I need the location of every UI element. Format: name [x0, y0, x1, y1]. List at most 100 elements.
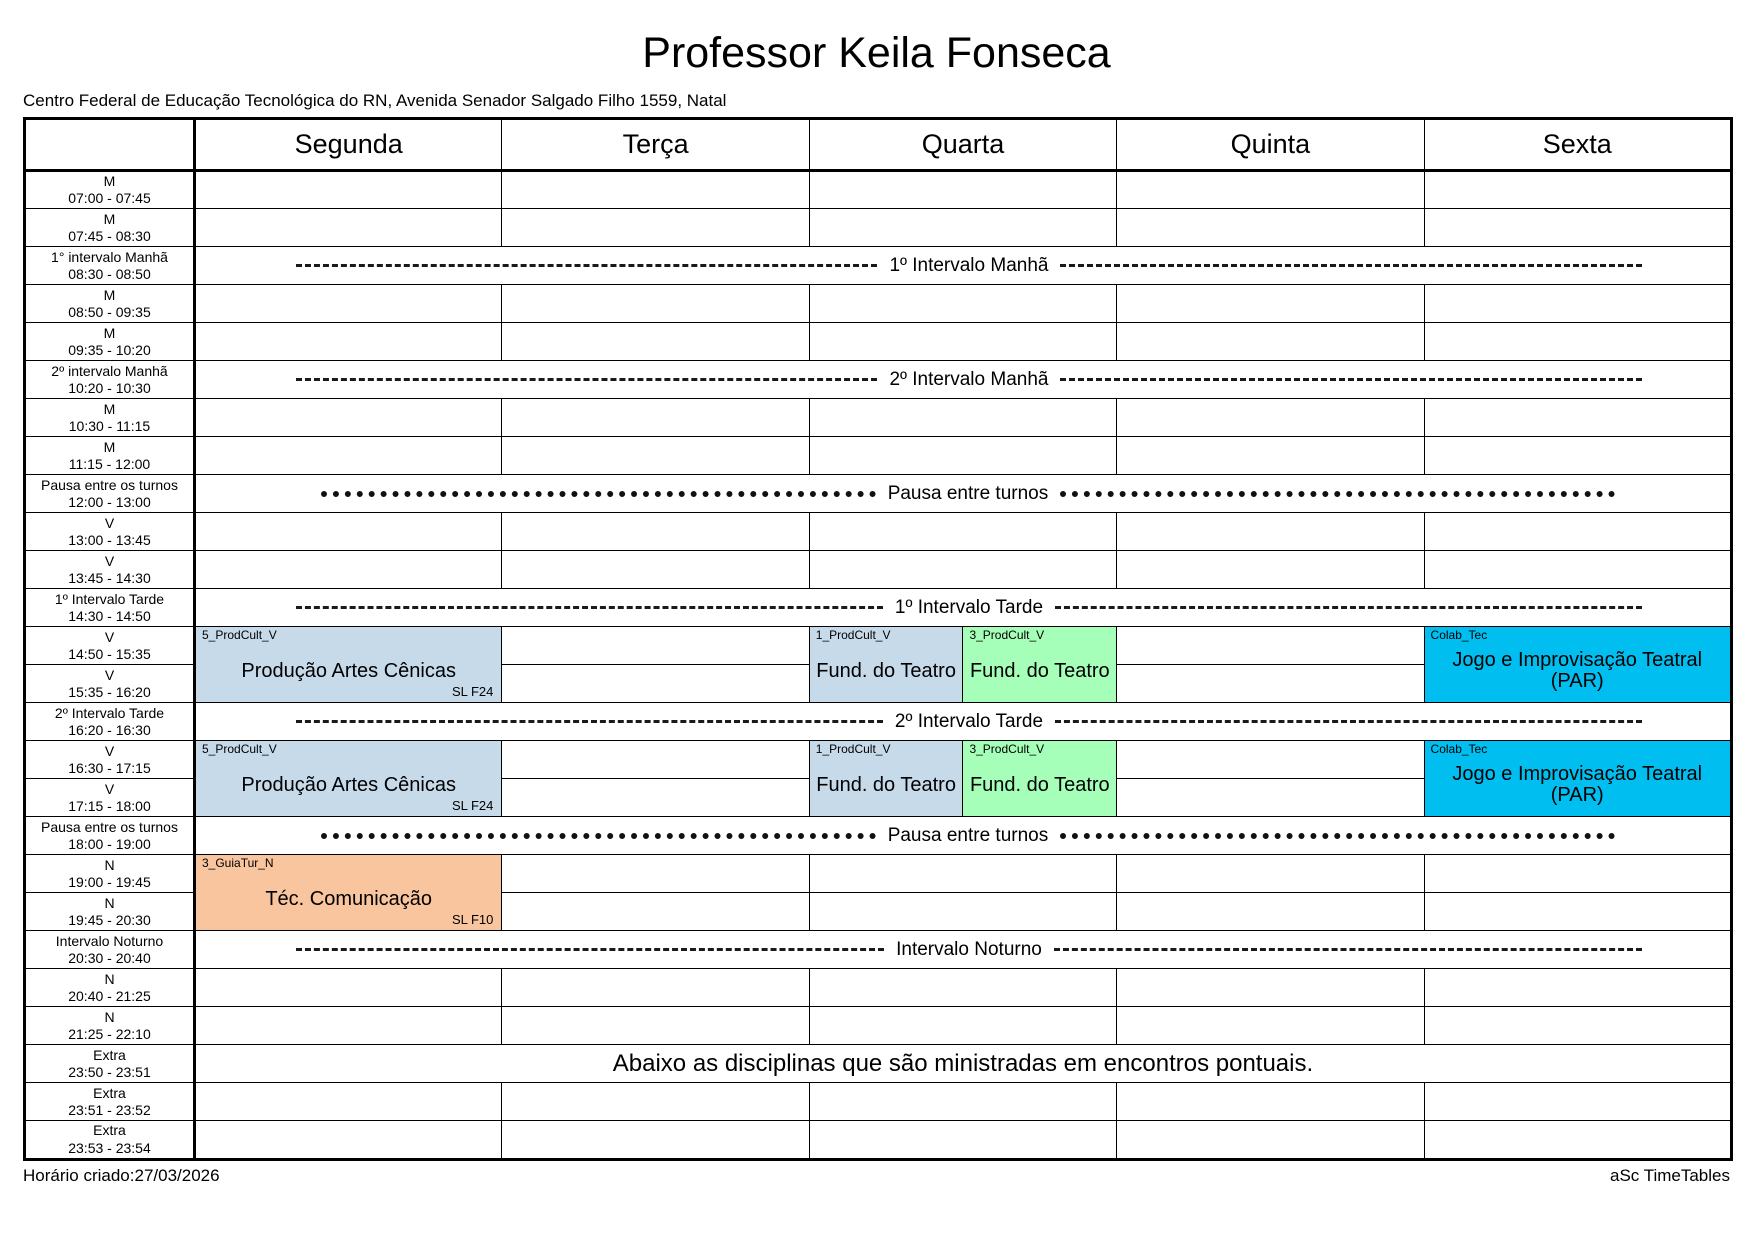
empty-cell	[1116, 778, 1425, 818]
empty-cell	[501, 1120, 810, 1160]
empty-cell	[501, 550, 810, 590]
table-row: Extra 23:51 - 23:52	[24, 1082, 1732, 1122]
empty-cell	[1116, 550, 1425, 590]
interval-leader-right	[1060, 490, 1615, 497]
lesson-cell: Colab_Tec Jogo e Improvisação Teatral (PA…	[1423, 740, 1732, 818]
empty-cell	[808, 170, 1118, 210]
time-slot-range: 14:30 - 14:50	[68, 607, 151, 624]
time-slot-period: 1° intervalo Manhã	[51, 248, 168, 265]
time-slot-range: 17:15 - 18:00	[68, 797, 151, 814]
interval-band-label: 2º Intervalo Tarde	[894, 710, 1044, 732]
interval-leader-left	[321, 490, 876, 497]
empty-cell	[193, 436, 503, 476]
empty-cell	[1423, 550, 1732, 590]
lesson-subject: Fund. do Teatro	[969, 773, 1110, 796]
interval-leader-right	[1060, 264, 1642, 268]
empty-cell	[1116, 170, 1425, 210]
time-slot-label: 2º Intervalo Tarde 16:20 - 16:30	[24, 702, 196, 742]
empty-cell	[808, 512, 1118, 552]
time-slot-period: Pausa entre os turnos	[41, 818, 178, 835]
time-slot-range: 08:50 - 09:35	[68, 303, 151, 320]
day-header-quinta: Quinta	[1116, 118, 1425, 173]
interval-band: Intervalo Noturno	[194, 930, 1732, 970]
empty-cell	[808, 284, 1118, 324]
table-row: V 13:00 - 13:45	[24, 512, 1732, 552]
day-header-quarta: Quarta	[808, 118, 1118, 173]
lesson-subject: Jogo e Improvisação Teatral (PAR)	[1452, 648, 1703, 693]
time-slot-range: 08:30 - 08:50	[68, 265, 151, 282]
time-slot-period: M	[103, 324, 116, 341]
lesson-group-tag: 3_ProdCult_V	[969, 628, 1045, 643]
empty-cell	[193, 398, 503, 438]
empty-cell	[1116, 512, 1425, 552]
time-slot-label: V 16:30 - 17:15	[24, 740, 196, 780]
lesson-subject: Téc. Comunicação	[265, 887, 433, 910]
empty-cell	[501, 436, 810, 476]
page-subtitle: Centro Federal de Educação Tecnológica d…	[23, 91, 727, 111]
interval-band-line: 1º Intervalo Manhã	[196, 255, 1730, 277]
empty-cell	[1423, 208, 1732, 248]
empty-cell	[501, 778, 810, 818]
day-header-sexta: Sexta	[1423, 118, 1732, 173]
footer-brand: aSc TimeTables	[1610, 1165, 1730, 1185]
interval-band: 1º Intervalo Tarde	[194, 588, 1732, 628]
table-row: M 07:00 - 07:45	[24, 170, 1732, 210]
time-slot-period: Intervalo Noturno	[55, 932, 164, 949]
empty-cell	[501, 740, 810, 780]
time-slot-range: 13:45 - 14:30	[68, 569, 151, 586]
table-row: Pausa entre os turnos 18:00 - 19:00 Pausa …	[24, 816, 1732, 856]
table-row: Intervalo Noturno 20:30 - 20:40 Intervalo …	[24, 930, 1732, 970]
time-slot-range: 23:53 - 23:54	[68, 1139, 151, 1156]
table-row: V 13:45 - 14:30	[24, 550, 1732, 590]
day-header-segunda: Segunda	[193, 118, 503, 173]
empty-cell	[501, 284, 810, 324]
lesson-group-tag: 1_ProdCult_V	[815, 628, 891, 643]
table-row: N 20:40 - 21:25	[24, 968, 1732, 1008]
time-slot-label: Pausa entre os turnos 18:00 - 19:00	[24, 816, 196, 856]
time-slot-period: M	[103, 210, 116, 227]
interval-band: 1º Intervalo Manhã	[194, 246, 1732, 286]
time-slot-range: 07:00 - 07:45	[68, 190, 151, 207]
table-row: Extra 23:53 - 23:54	[24, 1120, 1732, 1160]
empty-cell	[193, 1082, 503, 1122]
table-row: N 19:00 - 19:45 3_GuiaTur_N Téc. Comunicaçã…	[24, 854, 1732, 932]
interval-band-line: 1º Intervalo Tarde	[196, 597, 1730, 619]
note-row: Abaixo as disciplinas que são ministrada…	[194, 1044, 1732, 1084]
interval-leader-left	[321, 832, 876, 839]
footer: Horário criado:27/03/2026 aSc TimeTables	[23, 1166, 1730, 1186]
lesson-subject: Fund. do Teatro	[816, 659, 956, 682]
interval-leader-right	[1060, 832, 1615, 839]
time-slot-period: 2º Intervalo Tarde	[54, 704, 165, 721]
lesson-group-tag: Colab_Tec	[1430, 742, 1488, 757]
lesson-cell: 1_ProdCult_V Fund. do Teatro	[808, 740, 964, 818]
interval-band: Pausa entre turnos	[194, 816, 1732, 856]
table-row: V 17:15 - 18:00	[24, 778, 1732, 818]
time-slot-label: 1º Intervalo Tarde 14:30 - 14:50	[24, 588, 196, 628]
lesson-cell: 1_ProdCult_V Fund. do Teatro	[808, 626, 964, 704]
time-slot-period: M	[103, 400, 116, 417]
time-slot-label: N 21:25 - 22:10	[24, 1006, 196, 1046]
time-slot-range: 11:15 - 12:00	[68, 455, 151, 472]
time-slot-period: N	[104, 856, 115, 873]
empty-cell	[1423, 1006, 1732, 1046]
time-slot-label: N 19:45 - 20:30	[24, 892, 196, 932]
time-slot-range: 15:35 - 16:20	[68, 683, 151, 700]
empty-cell	[1116, 968, 1425, 1008]
time-slot-label: M 09:35 - 10:20	[24, 322, 196, 362]
time-slot-range: 13:00 - 13:45	[68, 531, 151, 548]
time-slot-period: M	[103, 438, 116, 455]
interval-band-label: Pausa entre turnos	[887, 824, 1049, 846]
time-slot-label: Extra 23:50 - 23:51	[24, 1044, 196, 1084]
table-row: 1° intervalo Manhã 08:30 - 08:50 1º Interv…	[24, 246, 1732, 286]
time-slot-label: M 10:30 - 11:15	[24, 398, 196, 438]
time-slot-period: V	[104, 628, 115, 645]
time-slot-range: 09:35 - 10:20	[68, 341, 151, 358]
empty-cell	[808, 398, 1118, 438]
lesson-subject: Jogo e Improvisação Teatral (PAR)	[1452, 762, 1703, 807]
empty-cell	[1116, 1006, 1425, 1046]
table-row: M 07:45 - 08:30	[24, 208, 1732, 248]
empty-cell	[808, 892, 1118, 932]
timetable: Segunda Terça Quarta Quinta Sexta M 07:00…	[23, 117, 1733, 1161]
lesson-subject: Fund. do Teatro	[816, 773, 956, 796]
empty-cell	[1116, 436, 1425, 476]
